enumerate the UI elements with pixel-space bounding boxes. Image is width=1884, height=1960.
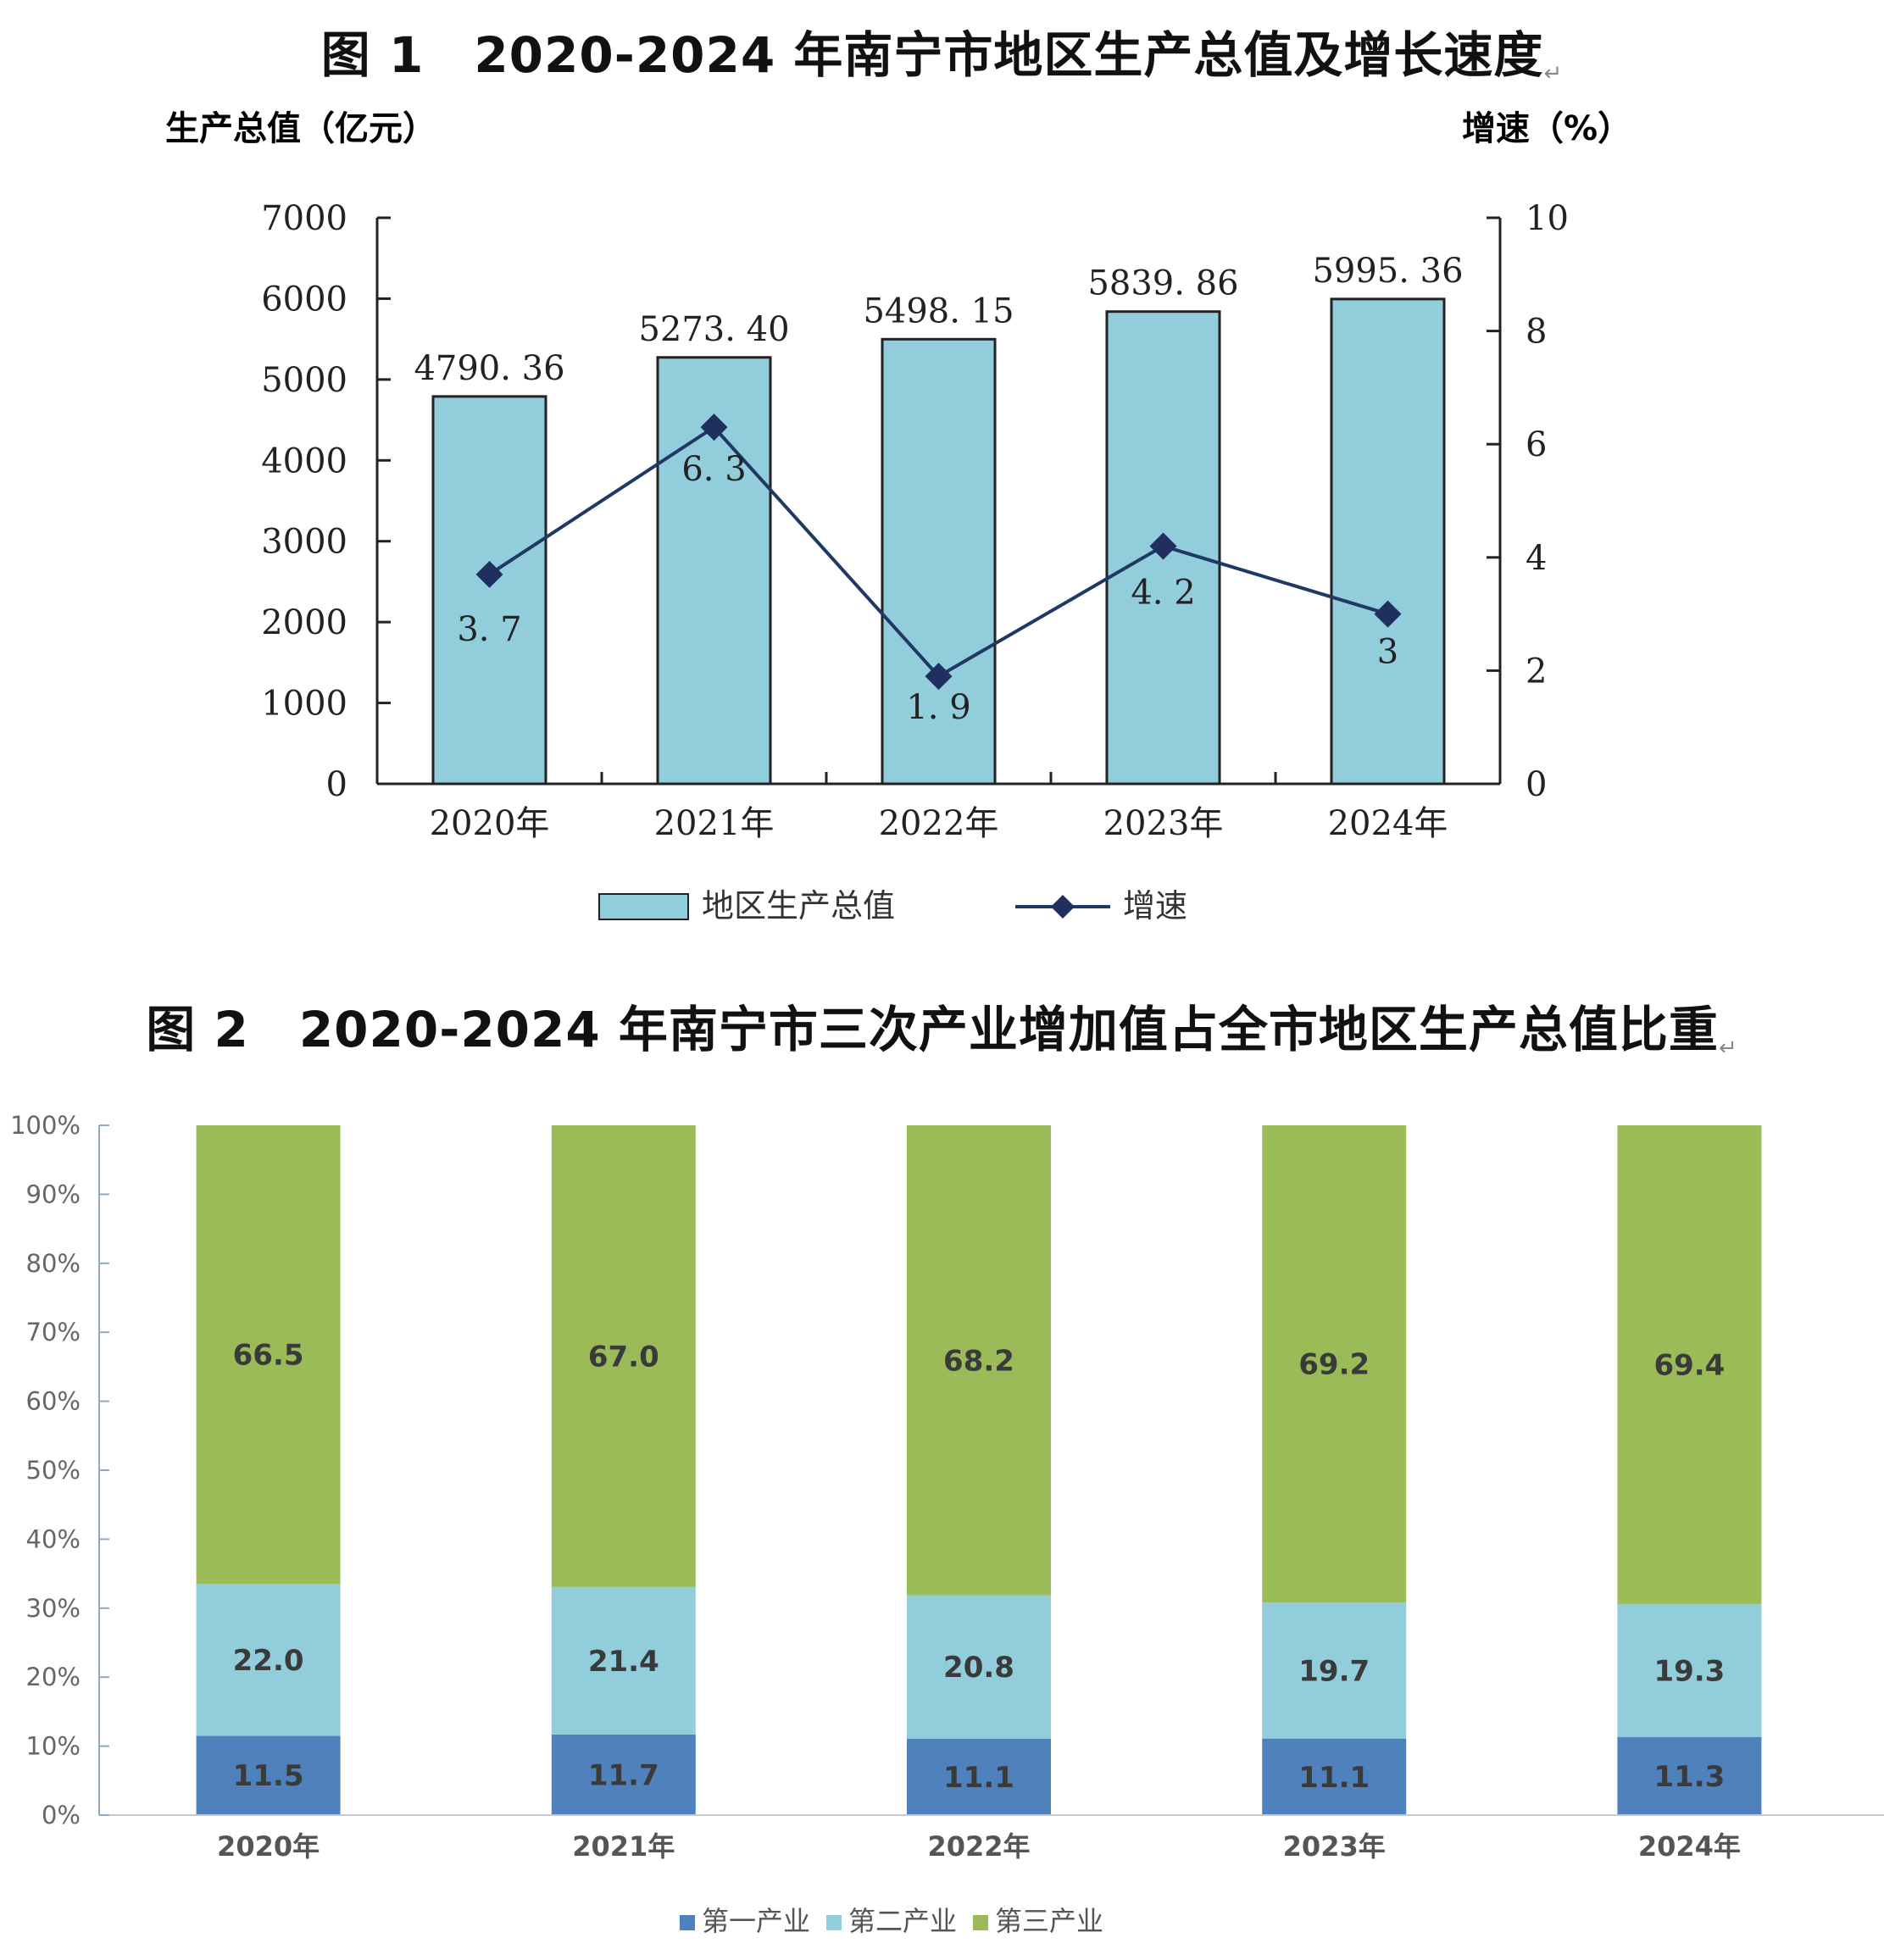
tertiary-industry-segment [907,1125,1051,1596]
growth-point [475,560,503,588]
growth-value-label: 3. 7 [457,610,521,649]
left-tick-label: 4000 [261,441,347,480]
legend-secondary-label: 第二产业 [848,1905,957,1937]
tertiary-industry-segment [551,1125,696,1587]
x-tick-label: 2021年 [572,1830,675,1863]
legend-bar-swatch [598,893,689,920]
segment-value-label: 11.1 [943,1761,1014,1795]
tertiary-industry-segment [1262,1125,1407,1603]
primary-industry-segment [1617,1737,1762,1815]
segment-value-label: 11.3 [1653,1760,1725,1794]
legend-primary-swatch [680,1915,695,1930]
x-tick-label: 2023年 [1283,1830,1386,1863]
tertiary-industry-segment [196,1125,341,1585]
segment-value-label: 69.2 [1298,1348,1370,1382]
segment-value-label: 11.1 [1298,1761,1370,1795]
gdp-value-label: 5498. 15 [863,292,1014,330]
secondary-industry-segment [196,1584,341,1736]
y-tick-label: 10% [26,1732,81,1761]
figure2-title: 图 2 2020-2024 年南宁市三次产业增加值占全市地区生产总值比重↵ [146,1001,1738,1061]
y-tick-label: 20% [26,1663,81,1691]
gdp-bar [881,337,997,786]
y-tick-label: 100% [10,1111,81,1140]
growth-point [925,663,953,691]
growth-value-label: 4. 2 [1131,573,1195,612]
growth-point [700,414,728,441]
legend-primary-label: 第一产业 [702,1905,810,1937]
legend-tertiary-swatch [973,1915,988,1930]
growth-point [1149,532,1177,560]
gdp-chart: 生产总值（亿元） 增速（%） 0 1000 2000 3000 4000 5000 6000… [165,109,1631,924]
left-tick-label: 5000 [261,361,347,400]
tertiary-industry-segment [1617,1125,1762,1604]
y-tick-label: 80% [26,1249,81,1278]
segment-value-label: 19.7 [1298,1654,1370,1688]
primary-industry-segment [196,1735,341,1815]
y-tick-label: 40% [26,1524,81,1553]
segment-value-label: 11.7 [588,1758,659,1792]
legend-tertiary-label: 第三产业 [995,1905,1103,1937]
segment-value-label: 22.0 [233,1644,304,1678]
legend-bar-label: 地区生产总值 [702,887,895,924]
legend-line-label: 增速 [1123,887,1187,924]
y-tick-label: 30% [26,1594,81,1623]
segment-value-label: 11.5 [233,1759,304,1793]
segment-value-label: 19.3 [1653,1654,1725,1688]
left-tick-label: 1000 [261,685,347,724]
right-tick-label: 8 [1526,313,1547,352]
segment-value-label: 68.2 [943,1344,1014,1378]
right-tick-label: 6 [1526,425,1547,464]
x-tick-label: 2024年 [1638,1830,1741,1863]
right-tick-label: 10 [1526,199,1569,238]
x-tick-label: 2020年 [217,1830,320,1863]
gdp-bar [1330,297,1446,786]
x-tick-label: 2022年 [927,1830,1030,1863]
left-tick-label: 0 [326,765,347,804]
secondary-industry-segment [551,1586,696,1735]
secondary-industry-segment [1262,1602,1407,1739]
left-axis-title: 生产总值（亿元） [165,109,436,148]
y-tick-label: 60% [26,1387,81,1416]
figure1-title: 图 1 2020-2024 年南宁市地区生产总值及增长速度↵ [320,26,1564,86]
gdp-value-label: 5995. 36 [1312,252,1463,291]
gdp-value-label: 5839. 86 [1087,264,1238,303]
x-tick-label: 2022年 [879,804,999,843]
right-tick-label: 4 [1526,539,1547,578]
left-tick-label: 3000 [261,523,347,562]
growth-value-label: 3 [1377,633,1398,672]
growth-value-label: 6. 3 [681,450,746,489]
legend-diamond-icon [1051,895,1075,919]
secondary-industry-segment [907,1595,1051,1739]
primary-industry-segment [907,1738,1051,1815]
x-tick-label: 2020年 [430,804,550,843]
x-tick-label: 2021年 [654,804,775,843]
segment-value-label: 66.5 [233,1339,304,1373]
growth-point [1374,600,1402,628]
primary-industry-segment [1262,1738,1407,1815]
right-tick-label: 0 [1526,765,1547,804]
primary-industry-segment [551,1734,696,1815]
growth-value-label: 1. 9 [906,688,970,727]
segment-value-label: 21.4 [588,1645,659,1679]
y-tick-label: 50% [26,1456,81,1485]
gdp-bar [431,395,547,786]
right-tick-label: 2 [1526,652,1547,691]
y-tick-label: 0% [42,1801,81,1830]
y-tick-label: 90% [26,1180,81,1208]
left-tick-label: 2000 [261,603,347,642]
x-tick-label: 2023年 [1103,804,1224,843]
segment-value-label: 67.0 [588,1340,659,1374]
right-axis-title: 增速（%） [1462,109,1631,148]
secondary-industry-segment [1617,1603,1762,1738]
segment-value-label: 69.4 [1653,1348,1725,1382]
y-tick-label: 70% [26,1318,81,1346]
left-tick-label: 6000 [261,280,347,319]
segment-value-label: 20.8 [943,1651,1014,1685]
gdp-value-label: 5273. 40 [638,310,789,349]
legend-secondary-swatch [826,1915,842,1930]
left-tick-label: 7000 [261,199,347,238]
gdp-value-label: 4790. 36 [414,349,564,388]
x-tick-label: 2024年 [1328,804,1448,843]
industry-share-chart: 0% 10% 20% 30% 40% 50% 60% 70% 80% 90% 100% 2020年 20… [10,1111,1884,1937]
